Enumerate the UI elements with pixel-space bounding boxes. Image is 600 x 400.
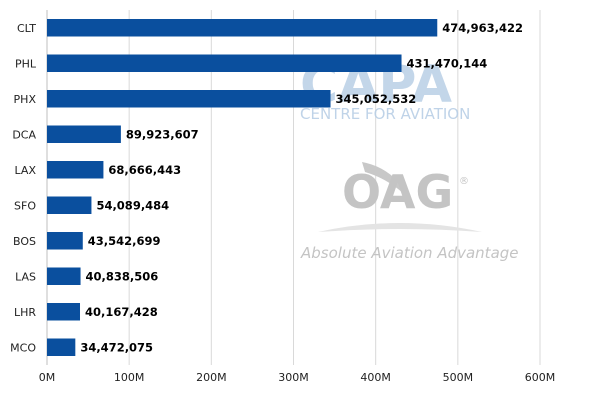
x-axis-ticks: 0M 100M 200M 300M 400M 500M 600M <box>39 371 556 384</box>
data-label-phx: 345,052,532 <box>336 92 417 106</box>
data-label-lhr: 40,167,428 <box>85 305 158 319</box>
bar-lhr <box>47 303 81 321</box>
data-label-phl: 431,470,144 <box>407 56 488 70</box>
bar-clt <box>47 19 438 37</box>
bar-sfo <box>47 196 92 214</box>
x-tick-label: 500M <box>443 371 474 384</box>
category-label: LAX <box>15 164 37 177</box>
oag-registered-mark: ® <box>459 176 469 187</box>
category-label: PHL <box>15 57 37 70</box>
oag-watermark-logo: OAG <box>342 165 453 219</box>
x-tick-label: 400M <box>360 371 391 384</box>
data-label-dca: 89,923,607 <box>126 127 199 141</box>
category-label: DCA <box>12 128 36 141</box>
bar-lax <box>47 161 104 179</box>
bar-dca <box>47 125 121 143</box>
oag-watermark-tagline: Absolute Aviation Advantage <box>300 244 519 262</box>
data-label-sfo: 54,089,484 <box>96 198 169 212</box>
category-label: SFO <box>14 199 36 212</box>
bar-mco <box>47 338 76 356</box>
category-labels: CLT PHL PHX DCA LAX SFO BOS LAS LHR MCO <box>10 22 37 355</box>
category-label: LHR <box>14 306 36 319</box>
data-label-bos: 43,542,699 <box>88 234 161 248</box>
x-tick-label: 0M <box>39 371 56 384</box>
data-label-mco: 34,472,075 <box>80 340 153 354</box>
capa-watermark-subtitle: CENTRE FOR AVIATION <box>300 105 470 123</box>
watermark-group: CAPA CENTRE FOR AVIATION OAG ® Absolute … <box>300 55 519 262</box>
bar-phl <box>47 54 402 72</box>
data-label-las: 40,838,506 <box>86 269 159 283</box>
x-tick-label: 300M <box>278 371 309 384</box>
category-label: CLT <box>17 22 36 35</box>
x-tick-label: 600M <box>525 371 556 384</box>
x-tick-label: 200M <box>196 371 227 384</box>
category-label: BOS <box>13 235 36 248</box>
data-labels: 474,963,422 431,470,144 345,052,532 89,923,… <box>80 21 523 355</box>
bar-bos <box>47 232 83 250</box>
bar-las <box>47 267 81 285</box>
oag-arc-icon <box>318 223 482 232</box>
category-label: MCO <box>10 341 36 354</box>
data-label-lax: 68,666,443 <box>108 163 181 177</box>
oag-swoosh-icon <box>362 162 412 202</box>
bar-phx <box>47 90 331 108</box>
category-label: PHX <box>14 93 37 106</box>
x-tick-label: 100M <box>114 371 145 384</box>
category-label: LAS <box>15 270 36 283</box>
data-label-clt: 474,963,422 <box>442 21 523 35</box>
bars <box>47 19 438 356</box>
